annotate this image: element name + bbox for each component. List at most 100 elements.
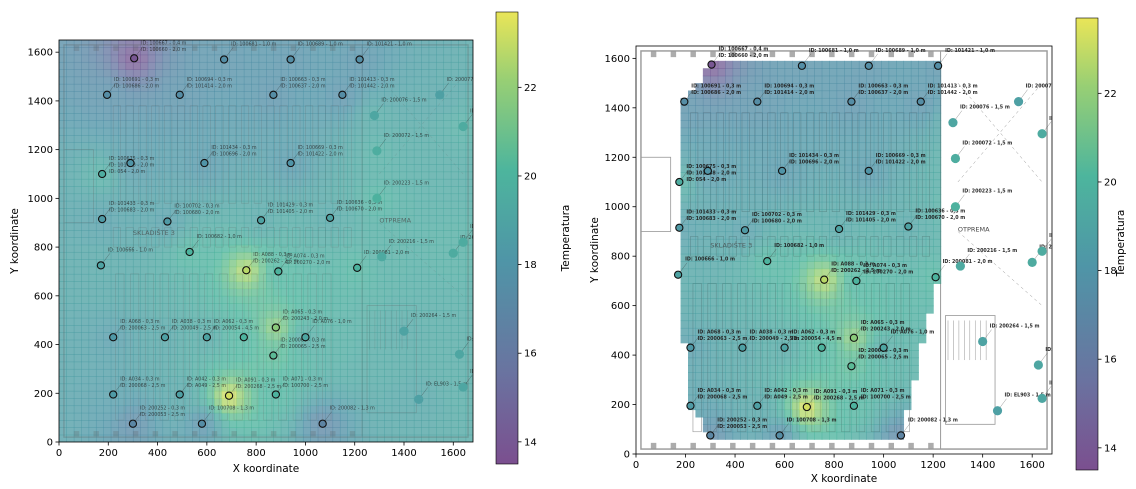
heat-cell xyxy=(318,186,326,194)
heat-cell xyxy=(436,405,444,413)
heat-cell xyxy=(837,424,845,432)
heat-cell xyxy=(355,281,363,289)
heat-cell xyxy=(244,281,252,289)
heat-cell xyxy=(310,230,318,238)
heat-cell xyxy=(273,296,281,304)
heat-cell xyxy=(207,91,215,99)
heat-cell xyxy=(399,391,407,399)
heat-cell xyxy=(81,106,89,114)
heat-cell xyxy=(377,303,385,311)
heat-cell xyxy=(414,413,422,421)
heat-cell xyxy=(155,98,163,106)
heat-cell xyxy=(436,223,444,231)
heat-cell xyxy=(710,358,718,366)
sensor-label: ID: 100667 - 0,4 m xyxy=(141,40,186,46)
heat-cell xyxy=(740,187,748,195)
heat-cell xyxy=(733,402,741,410)
heat-cell xyxy=(770,313,778,321)
heat-cell xyxy=(421,435,429,443)
heat-cell xyxy=(111,296,119,304)
heat-cell xyxy=(74,142,82,150)
heat-cell xyxy=(140,310,148,318)
heat-cell xyxy=(436,47,444,55)
heat-cell xyxy=(244,55,252,63)
heat-cell xyxy=(140,340,148,348)
heat-cell xyxy=(384,106,392,114)
heat-cell xyxy=(296,113,304,121)
heat-cell xyxy=(89,391,97,399)
heat-cell xyxy=(881,76,889,84)
heat-cell xyxy=(244,172,252,180)
heat-cell xyxy=(74,193,82,201)
heat-cell xyxy=(325,77,333,85)
heat-cell xyxy=(362,237,370,245)
sensor-label: ID: 101434 - 0,3 m xyxy=(211,145,256,151)
heat-cell xyxy=(229,62,237,70)
heat-cell xyxy=(251,347,259,355)
heat-cell xyxy=(703,306,711,314)
heat-cell xyxy=(251,413,259,421)
heat-cell xyxy=(866,239,874,247)
heat-cell xyxy=(355,369,363,377)
heat-cell xyxy=(392,384,400,392)
heat-cell xyxy=(703,424,711,432)
heat-cell xyxy=(792,224,800,232)
heat-cell xyxy=(414,40,422,48)
heat-cell xyxy=(340,47,348,55)
heat-cell xyxy=(81,405,89,413)
heat-cell xyxy=(333,420,341,428)
heat-cell xyxy=(421,369,429,377)
heat-cell xyxy=(377,274,385,282)
heat-cell xyxy=(244,98,252,106)
heat-cell xyxy=(851,372,859,380)
heat-cell xyxy=(436,296,444,304)
heat-cell xyxy=(406,113,414,121)
heat-cell xyxy=(126,296,134,304)
heat-cell xyxy=(392,420,400,428)
heat-cell xyxy=(355,179,363,187)
heat-cell xyxy=(214,354,222,362)
heat-cell xyxy=(259,325,267,333)
heat-cell xyxy=(466,193,474,201)
heat-cell xyxy=(443,340,451,348)
heat-cell xyxy=(126,281,134,289)
heat-cell xyxy=(222,420,230,428)
heat-cell xyxy=(333,310,341,318)
heat-cell xyxy=(325,354,333,362)
heat-cell xyxy=(688,387,696,395)
heat-cell xyxy=(170,157,178,165)
heat-cell xyxy=(755,231,763,239)
heat-cell xyxy=(881,365,889,373)
heat-cell xyxy=(703,276,711,284)
heat-cell xyxy=(207,310,215,318)
heat-cell xyxy=(222,267,230,275)
heat-cell xyxy=(695,128,703,136)
heat-cell xyxy=(229,281,237,289)
heat-cell xyxy=(755,172,763,180)
heat-cell xyxy=(443,128,451,136)
heat-cell xyxy=(288,172,296,180)
heat-cell xyxy=(199,91,207,99)
heat-cell xyxy=(103,135,111,143)
heat-cell xyxy=(688,135,696,143)
heat-cell xyxy=(177,259,185,267)
heat-cell xyxy=(259,296,267,304)
heat-cell xyxy=(703,417,711,425)
heat-cell xyxy=(66,47,74,55)
heat-cell xyxy=(251,164,259,172)
heat-cell xyxy=(66,281,74,289)
heat-cell xyxy=(259,354,267,362)
heat-cell xyxy=(199,47,207,55)
heat-cell xyxy=(103,223,111,231)
heat-cell xyxy=(89,128,97,136)
heat-cell xyxy=(273,303,281,311)
heat-cell xyxy=(414,77,422,85)
heat-cell xyxy=(185,274,193,282)
heat-cell xyxy=(688,202,696,210)
heat-cell xyxy=(251,391,259,399)
heat-cell xyxy=(281,398,289,406)
heat-cell xyxy=(133,128,141,136)
heat-cell xyxy=(59,164,67,172)
heat-cell xyxy=(896,402,904,410)
heat-cell xyxy=(66,128,74,136)
